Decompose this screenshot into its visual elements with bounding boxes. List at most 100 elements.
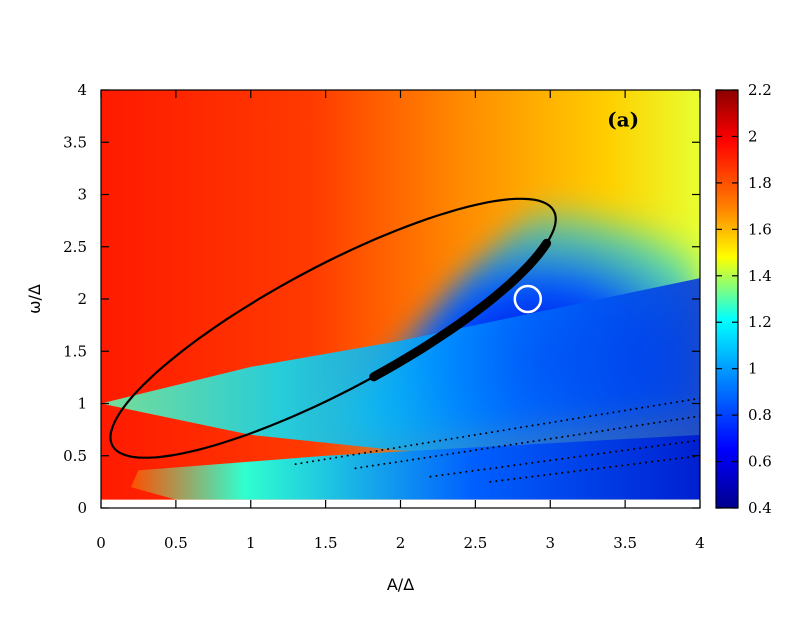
y-tick-label: 2 — [77, 290, 87, 308]
resonance-dot — [612, 428, 615, 431]
resonance-dot — [519, 463, 522, 466]
resonance-dot — [447, 473, 450, 476]
resonance-dot — [651, 445, 654, 448]
resonance-dot — [294, 463, 297, 466]
x-tick-label: 4 — [695, 534, 705, 552]
heatmap — [101, 90, 700, 508]
resonance-dot — [531, 424, 534, 427]
resonance-dot — [669, 458, 672, 461]
resonance-dot — [641, 406, 644, 409]
resonance-dot — [693, 439, 696, 442]
colorbar: 0.4 0.6 0.8 1 1.2 1.4 1.6 1.8 2 2.2 — [715, 81, 772, 517]
resonance-dot — [589, 415, 592, 418]
resonance-dot — [507, 465, 510, 468]
resonance-dot — [415, 443, 418, 446]
resonance-dot — [525, 425, 528, 428]
heatmap-fan-region — [101, 278, 700, 461]
resonance-dot — [549, 459, 552, 462]
resonance-dot — [585, 468, 588, 471]
resonance-dot — [624, 426, 627, 429]
resonance-dot — [645, 446, 648, 449]
resonance-dot — [501, 479, 504, 482]
resonance-dot — [513, 464, 516, 467]
panel-label: (a) — [607, 108, 639, 132]
resonance-dot — [633, 462, 636, 465]
resonance-dot — [465, 470, 468, 473]
resonance-dot — [612, 411, 615, 414]
colorbar-tick-label: 2 — [748, 127, 758, 145]
resonance-dot — [681, 441, 684, 444]
resonance-dot — [627, 463, 630, 466]
resonance-dot — [657, 459, 660, 462]
colorbar-tick-label: 1.2 — [748, 313, 772, 331]
resonance-dot — [641, 423, 644, 426]
resonance-dot — [486, 447, 489, 450]
resonance-dot — [514, 427, 517, 430]
resonance-dot — [519, 477, 522, 480]
resonance-dot — [503, 444, 506, 447]
resonance-dot — [618, 410, 621, 413]
resonance-dot — [572, 434, 575, 437]
resonance-dot — [435, 474, 438, 477]
resonance-dot — [591, 468, 594, 471]
y-tick-label: 2.5 — [63, 238, 87, 256]
y-axis: 0 0.5 1 1.5 2 2.5 3 3.5 4 — [63, 81, 700, 517]
resonance-dot — [329, 457, 332, 460]
resonance-dot — [639, 447, 642, 450]
resonance-dot — [538, 439, 541, 442]
resonance-dot — [675, 457, 678, 460]
resonance-dot — [651, 460, 654, 463]
resonance-dot — [459, 471, 462, 474]
resonance-dot — [627, 448, 630, 451]
resonance-dot — [471, 469, 474, 472]
resonance-dot — [441, 474, 444, 477]
y-tick-label: 4 — [77, 81, 87, 99]
resonance-dot — [371, 464, 374, 467]
resonance-dot — [501, 465, 504, 468]
colorbar-tick-label: 1 — [748, 360, 758, 378]
resonance-dot — [621, 449, 624, 452]
x-tick-label: 2 — [396, 534, 406, 552]
resonance-dots — [294, 397, 700, 483]
resonance-dot — [453, 472, 456, 475]
resonance-dot — [456, 436, 459, 439]
resonance-dot — [633, 448, 636, 451]
resonance-contour-thick — [369, 238, 552, 382]
resonance-dot — [607, 428, 610, 431]
resonance-dot — [489, 480, 492, 483]
resonance-dot — [609, 451, 612, 454]
resonance-dot — [595, 414, 598, 417]
resonance-dot — [358, 452, 361, 455]
resonance-dot — [645, 461, 648, 464]
resonance-dot — [693, 398, 696, 401]
resonance-dot — [652, 404, 655, 407]
resonance-dot — [603, 452, 606, 455]
x-axis-label: A/Δ — [387, 575, 414, 594]
resonance-dot — [589, 431, 592, 434]
y-tick-label: 3.5 — [63, 133, 87, 151]
resonance-dot — [597, 467, 600, 470]
resonance-dot — [621, 464, 624, 467]
resonance-dot — [346, 454, 349, 457]
resonance-dot — [623, 409, 626, 412]
resonance-dot — [579, 469, 582, 472]
resonance-dot — [515, 442, 518, 445]
resonance-dot — [363, 451, 366, 454]
x-tick-label: 0 — [96, 534, 106, 552]
resonance-dot — [647, 422, 650, 425]
resonance-dot — [498, 445, 501, 448]
resonance-dot — [639, 462, 642, 465]
resonance-dot — [675, 401, 678, 404]
resonance-dot — [687, 456, 690, 459]
resonance-dot — [615, 450, 618, 453]
resonance-dot — [354, 467, 357, 470]
resonance-dot — [485, 432, 488, 435]
resonance-dot — [381, 449, 384, 452]
resonance-dot — [549, 437, 552, 440]
resonance-dot — [597, 452, 600, 455]
resonance-dot — [340, 455, 343, 458]
resonance-dot — [492, 446, 495, 449]
resonance-dot — [439, 439, 442, 442]
resonance-dot — [423, 456, 426, 459]
resonance-dot — [394, 461, 397, 464]
